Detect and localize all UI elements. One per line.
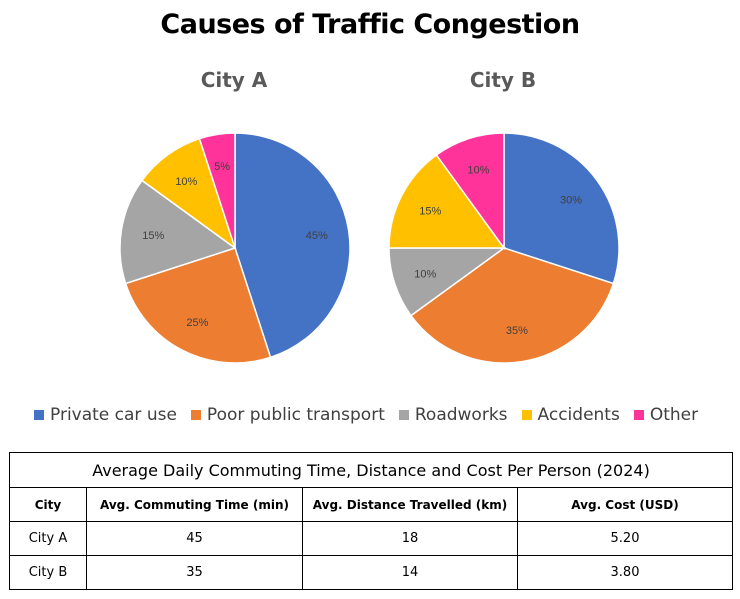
pie-slice-city-b-private-car-use xyxy=(503,132,620,285)
pie-slice-city-b-accidents xyxy=(388,153,506,249)
table-header-cell: City xyxy=(9,487,87,522)
pie-slice-city-b-roadworks xyxy=(388,247,507,317)
legend-item-private-car-use: Private car use xyxy=(34,405,177,425)
legend-swatch-poor-public-transport xyxy=(190,410,201,420)
table-cell: 14 xyxy=(302,555,518,590)
pie-slice-city-a-accidents xyxy=(140,137,237,250)
pie-label-city-b-accidents: 15% xyxy=(419,205,441,217)
legend-item-poor-public-transport: Poor public transport xyxy=(190,405,385,425)
commuting-table: Average Daily Commuting Time, Distance a… xyxy=(8,452,734,590)
table-cell: 45 xyxy=(86,521,303,556)
pie-label-city-a-roadworks: 15% xyxy=(142,230,164,242)
legend-label: Poor public transport xyxy=(206,405,385,425)
legend-swatch-roadworks xyxy=(398,410,409,420)
table-header-cell: Avg. Commuting Time (min) xyxy=(86,487,303,522)
table-caption: Average Daily Commuting Time, Distance a… xyxy=(8,452,734,488)
legend: Private car use Poor public transport Ro… xyxy=(34,405,712,425)
legend-label: Private car use xyxy=(50,405,177,425)
pie-slice-city-b-poor-public-transport xyxy=(409,247,615,364)
table-row: City A 45 18 5.20 xyxy=(9,521,734,556)
pie-slice-city-a-roadworks xyxy=(119,179,237,285)
table-cell: 3.80 xyxy=(516,555,734,590)
table-cell: 18 xyxy=(302,521,518,556)
pie-slice-city-a-private-car-use xyxy=(234,132,351,359)
pie-slice-city-b-other xyxy=(435,132,505,251)
legend-swatch-other xyxy=(633,410,644,420)
pie-title-city-a: City A xyxy=(200,68,268,92)
pie-label-city-a-private-car-use: 45% xyxy=(306,230,328,242)
table-cell: 35 xyxy=(86,555,303,590)
legend-swatch-accidents xyxy=(521,410,532,420)
pie-label-city-b-roadworks: 10% xyxy=(414,269,436,281)
table-cell: City A xyxy=(9,521,87,556)
table-header-cell: Avg. Distance Travelled (km) xyxy=(302,487,518,522)
pie-label-city-a-poor-public-transport: 25% xyxy=(186,317,208,329)
table-header-cell: Avg. Cost (USD) xyxy=(516,487,734,522)
table-cell: 5.20 xyxy=(516,521,734,556)
pie-label-city-a-accidents: 10% xyxy=(175,176,197,188)
pie-slice-city-a-poor-public-transport xyxy=(124,247,272,364)
pie-charts: 45% 25% 15% 10% 5% 30% 35% 10% 15% 10% xyxy=(119,132,620,364)
chart-title: Causes of Traffic Congestion xyxy=(160,9,580,40)
legend-label: Other xyxy=(649,405,699,425)
legend-item-accidents: Accidents xyxy=(521,405,620,425)
legend-item-other: Other xyxy=(633,405,699,425)
pie-slice-city-a-other xyxy=(198,132,236,249)
legend-label: Accidents xyxy=(537,405,620,425)
legend-item-roadworks: Roadworks xyxy=(398,405,508,425)
pie-title-city-b: City B xyxy=(469,68,537,92)
table-cell: City B xyxy=(9,555,87,590)
legend-swatch-private-car-use xyxy=(34,410,44,420)
pie-label-city-b-private-car-use: 30% xyxy=(560,194,582,206)
pie-label-city-b-other: 10% xyxy=(467,164,489,176)
pie-label-city-b-poor-public-transport: 35% xyxy=(506,325,528,337)
pie-label-city-a-other: 5% xyxy=(214,161,230,173)
table-row: City B 35 14 3.80 xyxy=(9,555,734,590)
legend-label: Roadworks xyxy=(414,405,508,425)
